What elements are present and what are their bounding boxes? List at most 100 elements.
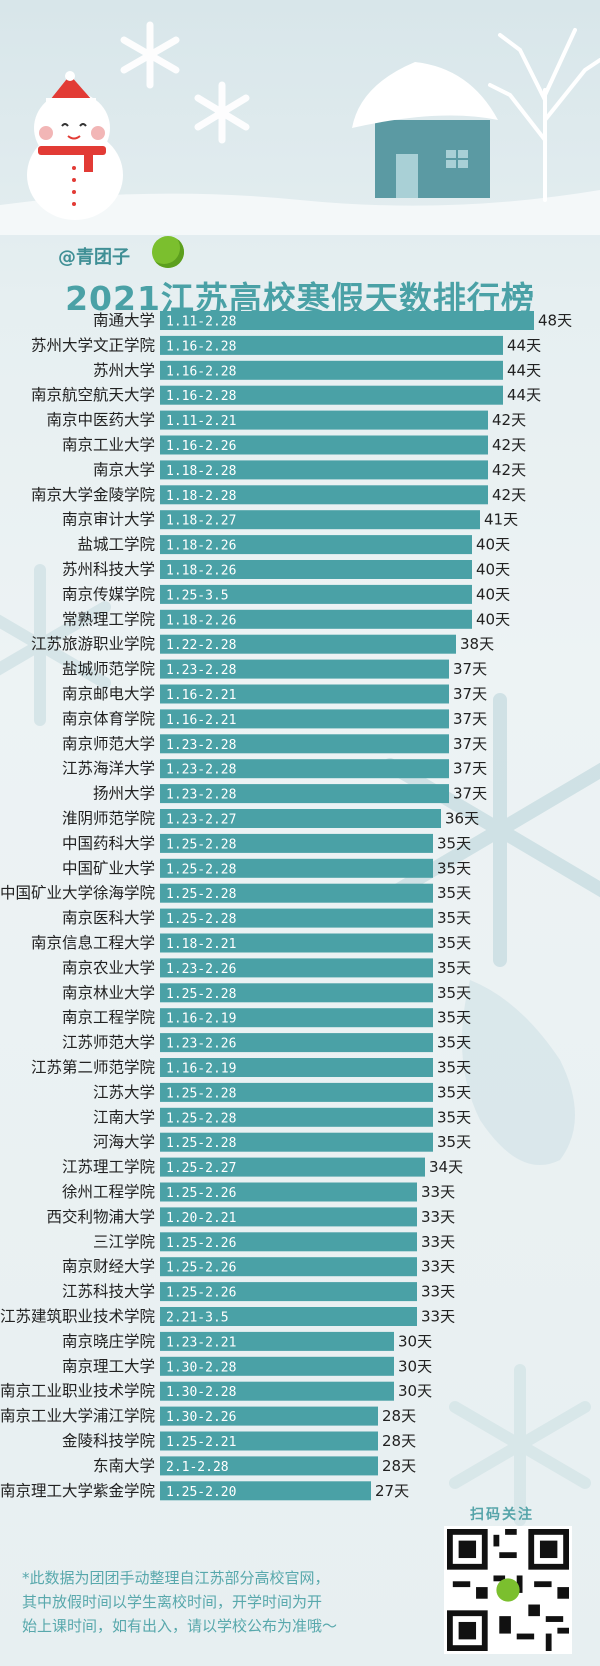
category-label: 南京农业大学: [62, 959, 155, 977]
value-label: 44天: [507, 386, 541, 404]
value-label: 40天: [476, 561, 510, 579]
bar: [160, 1481, 371, 1501]
category-label: 南京理工大学: [62, 1357, 155, 1375]
value-label: 42天: [492, 411, 526, 429]
date-range-label: 1.25-2.21: [166, 1435, 236, 1450]
value-label: 35天: [437, 909, 471, 927]
large-snowflake-icon: [449, 1364, 591, 1526]
snowflake-icon: [120, 21, 250, 144]
category-label: 江苏大学: [93, 1083, 155, 1101]
bar: [160, 908, 433, 928]
value-label: 37天: [453, 735, 487, 753]
bar: [160, 584, 472, 604]
value-label: 42天: [492, 486, 526, 504]
bar: [160, 560, 472, 579]
bar: [160, 510, 480, 530]
date-range-label: 1.18-2.26: [166, 613, 236, 628]
snow-ground: [0, 190, 600, 235]
value-label: 35天: [437, 834, 471, 852]
tree-icon: [488, 28, 600, 202]
value-label: 33天: [421, 1283, 455, 1301]
date-range-label: 1.16-2.21: [166, 713, 236, 728]
category-label: 东南大学: [93, 1457, 155, 1475]
category-label: 南京晓庄学院: [62, 1331, 155, 1350]
date-range-label: 1.23-2.28: [166, 788, 236, 803]
value-label: 37天: [453, 685, 487, 703]
bar: [160, 1132, 433, 1152]
category-label: 中国矿业大学徐海学院: [0, 883, 155, 902]
map-shape: [462, 980, 575, 1165]
category-label: 南京审计大学: [62, 511, 155, 529]
value-label: 37天: [453, 760, 487, 778]
category-label: 南京邮电大学: [62, 685, 155, 703]
date-range-label: 1.25-3.5: [166, 588, 229, 603]
value-label: 35天: [437, 1083, 471, 1101]
value-label: 40天: [476, 536, 510, 554]
bar: [160, 958, 433, 978]
date-range-label: 1.25-2.28: [166, 1086, 236, 1101]
date-range-label: 1.25-2.28: [166, 1136, 236, 1151]
bar: [160, 734, 449, 754]
date-range-label: 1.25-2.28: [166, 837, 236, 852]
category-label: 南京医科大学: [62, 909, 155, 927]
bar: [160, 311, 534, 330]
category-label: 南京工业大学: [62, 436, 155, 454]
bar: [160, 360, 503, 380]
value-label: 44天: [507, 336, 541, 354]
value-label: 30天: [398, 1357, 432, 1375]
category-label: 南通大学: [93, 312, 155, 330]
date-range-label: 1.30-2.28: [166, 1385, 236, 1400]
footnote-line: *此数据为团团手动整理自江苏部分高校官网，: [22, 1569, 330, 1587]
bar: [160, 1282, 417, 1302]
date-range-label: 1.25-2.26: [166, 1236, 236, 1251]
bar: [160, 709, 449, 729]
bar: [160, 535, 472, 555]
value-label: 41天: [484, 511, 518, 529]
value-label: 35天: [437, 884, 471, 902]
bar: [160, 759, 449, 779]
value-label: 37天: [453, 660, 487, 678]
category-label: 淮阴师范学院: [62, 809, 155, 828]
bar: [160, 1406, 378, 1426]
date-range-label: 1.23-2.28: [166, 738, 236, 753]
value-label: 30天: [398, 1332, 432, 1350]
date-range-label: 1.16-2.19: [166, 1062, 236, 1077]
bar: [160, 335, 503, 355]
category-label: 南京工业职业技术学院: [0, 1381, 155, 1400]
category-label: 南京师范大学: [62, 735, 155, 753]
bar: [160, 1058, 433, 1077]
qr-code-icon[interactable]: [444, 1526, 572, 1654]
bar: [160, 883, 433, 903]
value-label: 33天: [421, 1233, 455, 1251]
value-label: 33天: [421, 1308, 455, 1326]
date-range-label: 1.18-2.26: [166, 564, 236, 579]
category-label: 金陵科技学院: [62, 1431, 155, 1450]
snowman-icon: [27, 71, 123, 220]
date-range-label: 1.23-2.27: [166, 813, 236, 828]
bar: [160, 684, 449, 704]
category-label: 南京航空航天大学: [31, 386, 155, 404]
date-range-label: 1.30-2.28: [166, 1360, 236, 1375]
date-range-label: 2.1-2.28: [166, 1460, 229, 1475]
bar: [160, 858, 433, 878]
date-range-label: 1.25-2.27: [166, 1161, 236, 1176]
date-range-label: 1.18-2.28: [166, 489, 236, 504]
date-range-label: 1.22-2.28: [166, 638, 236, 653]
date-range-label: 1.18-2.21: [166, 937, 236, 952]
category-label: 扬州大学: [93, 785, 155, 803]
category-label: 徐州工程学院: [62, 1182, 155, 1201]
date-range-label: 1.16-2.28: [166, 339, 236, 354]
house-icon: [352, 62, 498, 198]
category-label: 江苏理工学院: [62, 1157, 155, 1176]
date-range-label: 1.30-2.26: [166, 1410, 236, 1425]
large-snowflake-icon: [0, 564, 111, 726]
category-label: 江苏第二师范学院: [31, 1058, 155, 1077]
date-range-label: 1.23-2.26: [166, 962, 236, 977]
category-label: 江苏科技大学: [62, 1283, 155, 1301]
date-range-label: 1.23-2.21: [166, 1335, 236, 1350]
value-label: 35天: [437, 1133, 471, 1151]
date-range-label: 1.25-2.28: [166, 987, 236, 1002]
date-range-label: 1.16-2.21: [166, 688, 236, 703]
